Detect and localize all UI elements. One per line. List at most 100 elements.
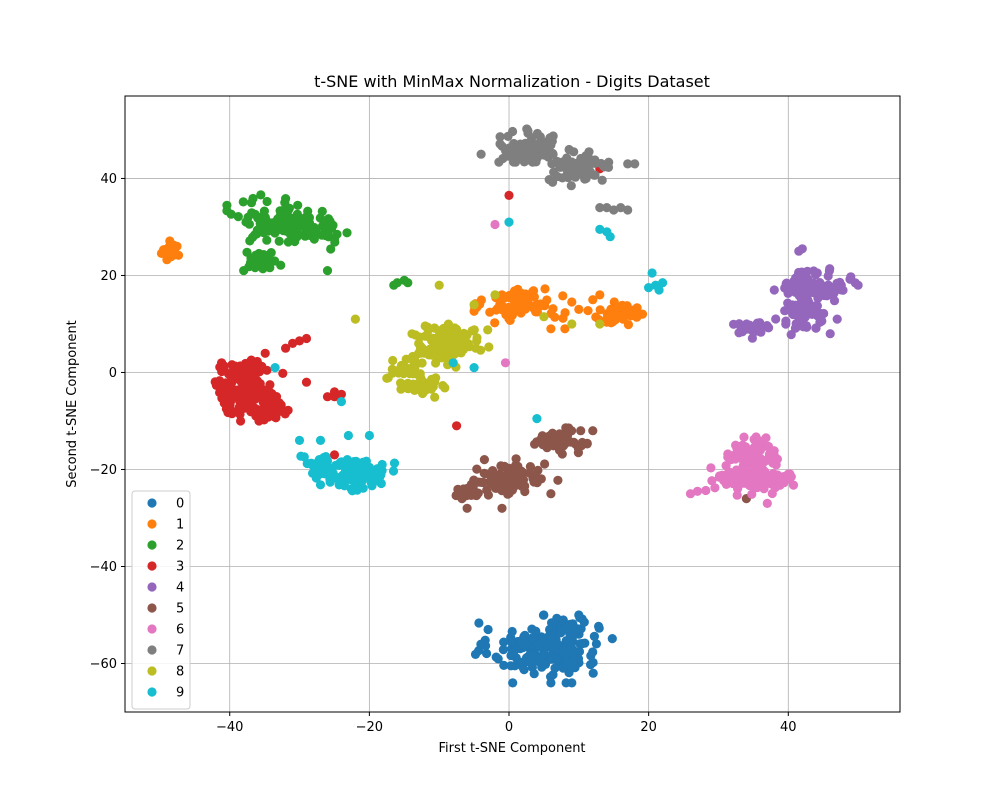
- point-digit-5: [496, 461, 506, 471]
- legend-marker-2: [147, 540, 157, 550]
- point-digit-7: [476, 149, 486, 159]
- point-digit-6: [721, 479, 732, 489]
- point-digit-0: [499, 660, 509, 671]
- point-digit-1: [546, 324, 556, 334]
- point-digit-7: [504, 143, 514, 153]
- point-digit-8: [396, 378, 406, 388]
- point-digit-7: [584, 147, 594, 157]
- point-digit-0: [549, 642, 559, 652]
- point-digit-6: [762, 498, 772, 508]
- point-digit-3: [301, 333, 312, 344]
- point-digit-8: [427, 350, 437, 360]
- x-tick-label: 0: [505, 720, 513, 735]
- point-digit-6: [752, 463, 763, 473]
- point-digit-3: [233, 370, 243, 380]
- point-digit-5: [511, 454, 521, 464]
- point-digit-7: [609, 205, 619, 215]
- point-digit-0: [591, 639, 602, 649]
- point-digit-0: [579, 617, 589, 627]
- point-digit-5: [451, 490, 461, 501]
- point-digit-9: [308, 468, 318, 478]
- point-digit-8: [430, 392, 440, 402]
- point-digit-2: [315, 213, 325, 223]
- point-digit-3: [239, 389, 249, 399]
- point-digit-2: [248, 193, 258, 204]
- point-digit-0: [481, 641, 491, 651]
- point-digit-3: [226, 370, 236, 381]
- y-tick-label: 0: [109, 366, 117, 381]
- point-digit-5: [462, 503, 472, 513]
- point-digit-0: [482, 648, 492, 659]
- point-digit-0: [508, 678, 518, 688]
- point-digit-0: [568, 619, 578, 629]
- point-digit-1: [168, 250, 178, 260]
- point-digit-2: [322, 266, 333, 276]
- point-digit-0: [588, 668, 598, 678]
- legend-box: [131, 490, 191, 710]
- point-digit-8: [438, 381, 448, 391]
- point-digit-3: [301, 377, 312, 387]
- point-digit-5: [520, 486, 530, 497]
- point-digit-1: [497, 290, 507, 300]
- point-digit-7: [544, 175, 554, 185]
- point-digit-3: [278, 368, 288, 378]
- point-digit-7: [595, 203, 605, 213]
- point-digit-0: [594, 623, 604, 633]
- point-digit-5: [460, 485, 470, 495]
- point-digit-3: [257, 404, 267, 414]
- point-digit-3: [248, 360, 258, 370]
- point-digit-5: [561, 423, 571, 433]
- point-digit-4: [780, 283, 790, 293]
- point-digit-7: [549, 167, 559, 177]
- point-digit-2: [238, 197, 248, 207]
- point-digit-3: [322, 392, 333, 402]
- legend-marker-7: [147, 645, 157, 655]
- point-digit-9: [346, 474, 356, 485]
- point-digit-8: [383, 373, 393, 383]
- point-digit-4: [829, 296, 840, 306]
- point-digit-7: [599, 162, 609, 172]
- legend-marker-4: [147, 582, 157, 592]
- point-digit-4: [815, 308, 825, 318]
- point-digit-0: [520, 630, 530, 641]
- point-digit-3: [250, 374, 260, 384]
- point-digit-8: [415, 332, 425, 342]
- point-digit-7: [503, 131, 513, 141]
- legend-marker-3: [147, 561, 157, 571]
- point-digit-5: [482, 485, 492, 495]
- point-digit-7: [509, 156, 520, 166]
- point-digit-8: [567, 319, 577, 329]
- point-digit-8: [423, 332, 433, 342]
- series-9: [270, 217, 668, 496]
- point-digit-0: [546, 634, 556, 644]
- legend-label-0: 0: [176, 497, 184, 512]
- y-tick-label: 20: [100, 269, 117, 284]
- point-digit-0: [558, 663, 568, 673]
- point-digit-9: [348, 465, 358, 475]
- point-digit-0: [507, 626, 517, 637]
- point-digit-0: [547, 622, 558, 632]
- point-digit-0: [483, 624, 493, 635]
- legend-marker-6: [147, 624, 157, 634]
- point-digit-3: [257, 361, 267, 371]
- y-tick-label: −60: [90, 657, 117, 672]
- point-digit-0: [586, 660, 596, 670]
- point-digit-1: [548, 304, 558, 314]
- point-digit-0: [546, 678, 556, 688]
- point-digit-5: [492, 478, 502, 488]
- point-digit-7: [567, 157, 577, 167]
- point-digit-2: [281, 202, 291, 213]
- point-digit-4: [741, 324, 752, 334]
- point-digit-1: [595, 305, 605, 315]
- point-digit-3: [215, 376, 225, 386]
- point-digit-2: [245, 236, 255, 246]
- point-digit-1: [560, 324, 570, 334]
- point-digit-4: [781, 319, 791, 329]
- point-digit-9: [334, 480, 344, 490]
- x-tick-label: −20: [356, 720, 383, 735]
- point-digit-9: [658, 278, 668, 288]
- point-digit-3: [452, 421, 462, 431]
- point-digit-3: [504, 190, 514, 200]
- point-digit-9: [318, 461, 328, 471]
- point-digit-4: [795, 290, 805, 300]
